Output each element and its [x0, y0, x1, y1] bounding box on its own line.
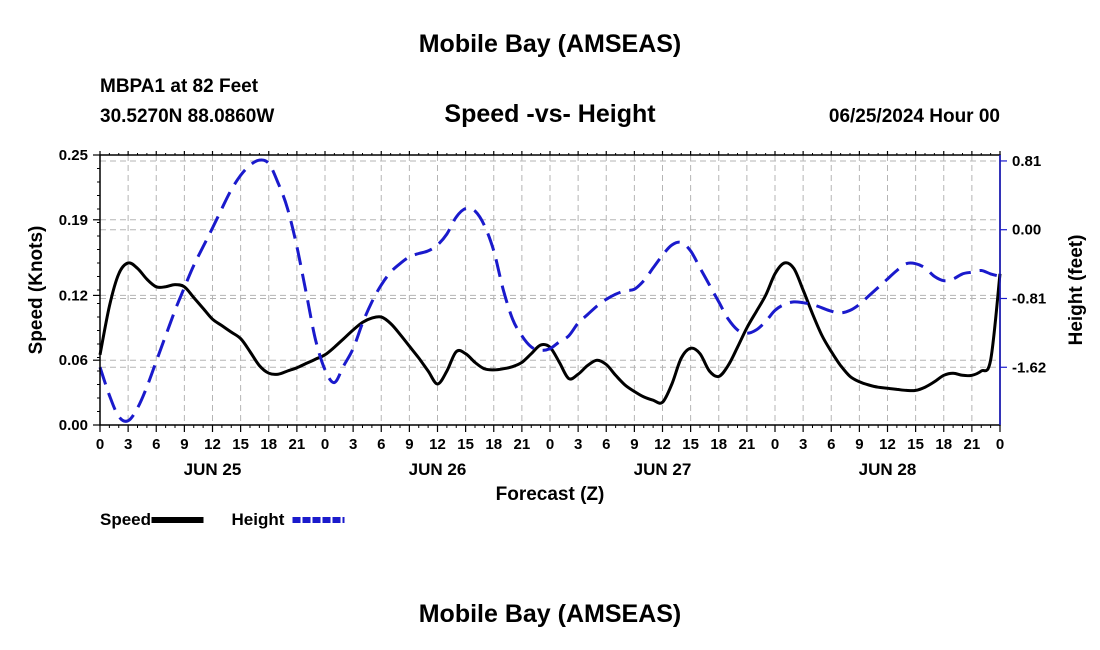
- x-tick-label: 0: [321, 436, 329, 453]
- x-tick-label: 21: [964, 436, 981, 453]
- station-label: MBPA1 at 82 Feet: [100, 76, 259, 97]
- day-label: JUN 27: [634, 460, 692, 479]
- x-tick-label: 0: [96, 436, 104, 453]
- y-right-tick-label: 0.81: [1012, 153, 1041, 170]
- x-tick-label: 0: [546, 436, 554, 453]
- axis-layer: 0 3 6 9 12 15 18 21 0 3 6 9 12 15 18 21 0 3 6 9 12 15 18 21 0 3 6 9…: [59, 147, 1046, 479]
- x-tick-label: 12: [654, 436, 671, 453]
- x-tick-label: 6: [827, 436, 835, 453]
- left-axis-label: Speed (Knots): [26, 226, 47, 355]
- series-line-height: [98, 158, 1001, 423]
- y-left-tick-label: 0.12: [59, 287, 88, 304]
- day-label: JUN 26: [409, 460, 467, 479]
- y-left-tick-label: 0.00: [59, 417, 88, 434]
- footer-title: Mobile Bay (AMSEAS): [418, 600, 682, 628]
- y-left-tick-label: 0.19: [59, 212, 88, 229]
- grid-layer: [100, 155, 1000, 425]
- x-axis-label: Forecast (Z): [496, 484, 605, 505]
- x-tick-label: 21: [514, 436, 531, 453]
- x-tick-label: 12: [204, 436, 221, 453]
- legend-label-speed: Speed: [100, 510, 151, 529]
- x-tick-label: 9: [630, 436, 638, 453]
- x-tick-label: 9: [180, 436, 188, 453]
- forecast-datetime: 06/25/2024 Hour 00: [828, 106, 1000, 127]
- series-line-speed: [98, 261, 1002, 405]
- day-label: JUN 28: [859, 460, 917, 479]
- x-tick-label: 21: [289, 436, 306, 453]
- legend: Speed Height: [100, 510, 345, 529]
- x-tick-label: 18: [935, 436, 952, 453]
- chart-title: Speed -vs- Height: [444, 100, 656, 128]
- x-tick-label: 21: [739, 436, 756, 453]
- x-tick-label: 6: [602, 436, 610, 453]
- x-tick-label: 15: [457, 436, 474, 453]
- right-axis-label: Height (feet): [1066, 235, 1087, 346]
- x-tick-label: 0: [996, 436, 1004, 453]
- y-right-tick-label: -0.81: [1012, 290, 1046, 307]
- legend-label-height: Height: [232, 510, 285, 529]
- x-tick-label: 12: [879, 436, 896, 453]
- y-left-tick-label: 0.25: [59, 147, 88, 164]
- x-tick-label: 6: [152, 436, 160, 453]
- series-layer: [98, 158, 1002, 423]
- x-tick-label: 3: [574, 436, 582, 453]
- page-title: Mobile Bay (AMSEAS): [418, 30, 682, 58]
- x-tick-label: 15: [682, 436, 699, 453]
- x-tick-label: 9: [855, 436, 863, 453]
- x-tick-label: 15: [232, 436, 249, 453]
- x-tick-label: 18: [710, 436, 727, 453]
- x-tick-label: 3: [124, 436, 132, 453]
- x-tick-label: 18: [485, 436, 502, 453]
- y-right-tick-label: -1.62: [1012, 359, 1046, 376]
- x-tick-label: 0: [771, 436, 779, 453]
- x-tick-label: 3: [349, 436, 357, 453]
- x-tick-label: 15: [907, 436, 924, 453]
- x-tick-label: 9: [405, 436, 413, 453]
- y-right-tick-label: 0.00: [1012, 222, 1041, 239]
- day-label: JUN 25: [184, 460, 242, 479]
- x-tick-label: 6: [377, 436, 385, 453]
- station-coordinates: 30.5270N 88.0860W: [100, 106, 275, 127]
- y-left-tick-label: 0.06: [59, 352, 88, 369]
- x-tick-label: 18: [260, 436, 277, 453]
- x-tick-label: 12: [429, 436, 446, 453]
- x-tick-label: 3: [799, 436, 807, 453]
